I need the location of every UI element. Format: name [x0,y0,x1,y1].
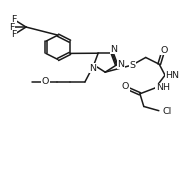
Text: F: F [9,22,14,32]
Text: NH: NH [156,83,170,92]
Text: O: O [122,82,129,91]
Text: HN: HN [166,71,180,80]
Text: Cl: Cl [162,107,171,116]
Text: N: N [110,45,117,54]
Text: S: S [129,61,135,70]
Text: N: N [117,60,124,69]
Text: F: F [11,15,16,24]
Text: O: O [42,77,49,87]
Text: N: N [89,64,96,73]
Text: F: F [11,30,16,39]
Text: O: O [160,46,168,55]
